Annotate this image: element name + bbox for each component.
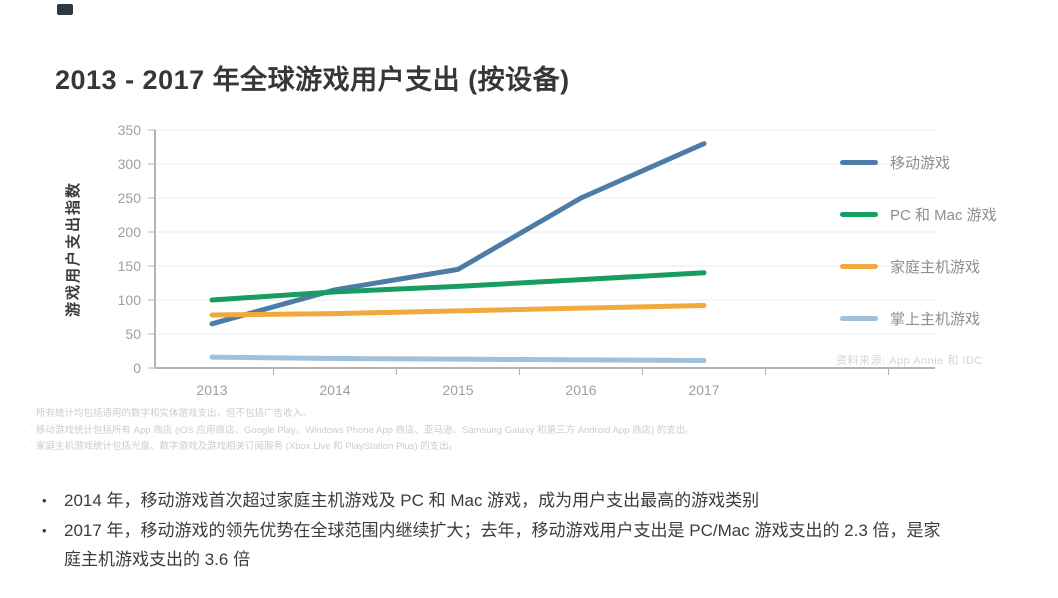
takeaway-item: 2014 年，移动游戏首次超过家庭主机游戏及 PC 和 Mac 游戏，成为用户支…: [38, 486, 953, 515]
source-note: 资料来源: App Annie 和 IDC: [836, 355, 983, 367]
y-tick-label: 150: [118, 258, 142, 274]
legend-label: 移动游戏: [890, 154, 951, 172]
series-line: [209, 302, 707, 318]
legend-swatch-icon: [840, 315, 878, 321]
legend-swatch-icon: [840, 159, 878, 165]
x-tick-label: 2014: [319, 382, 350, 398]
x-tick-label: 2015: [442, 382, 473, 398]
spending-line-chart: 0 50 100 150 200 250 300 350 2013 2014 2015 2016 201…: [64, 122, 935, 398]
series-line: [209, 270, 707, 303]
y-tick-label: 0: [133, 360, 141, 376]
legend-label: 掌上主机游戏: [890, 310, 981, 328]
y-tick-label: 350: [118, 122, 142, 138]
y-tick-label: 100: [118, 292, 142, 308]
footnote-list: 所有统计均包括适用的数字和实体游戏支出，但不包括广告收入。移动游戏统计包括所有 …: [22, 406, 1032, 456]
series-line: [209, 141, 707, 327]
footnote-item: 移动游戏统计包括所有 App 商店 (iOS 应用商店、Google Play、…: [22, 423, 1032, 440]
legend-swatch-icon: [840, 263, 878, 269]
x-tick-label: 2016: [565, 382, 596, 398]
footnote-item: 所有统计均包括适用的数字和实体游戏支出，但不包括广告收入。: [22, 406, 1032, 423]
y-tick-label: 300: [118, 156, 142, 172]
legend-item: PC 和 Mac 游戏: [840, 202, 997, 226]
legend-item: 家庭主机游戏: [840, 254, 997, 278]
y-tick-label: 50: [125, 326, 141, 342]
legend-label: 家庭主机游戏: [890, 258, 981, 276]
legend-swatch-icon: [840, 211, 878, 217]
footnote-item: 家庭主机游戏统计包括光盘、数字游戏及游戏相关订阅服务 (Xbox Live 和 …: [22, 439, 1032, 456]
y-tick-label: 200: [118, 224, 142, 240]
takeaway-item: 2017 年，移动游戏的领先优势在全球范围内继续扩大；去年，移动游戏用户支出是 …: [38, 516, 953, 574]
y-tick-label: 250: [118, 190, 142, 206]
page-title: 2013 - 2017 年全球游戏用户支出 (按设备): [55, 65, 570, 95]
series-line: [209, 354, 707, 364]
chart-legend: 移动游戏 PC 和 Mac 游戏 家庭主机游戏 掌上主机游戏: [840, 150, 997, 330]
takeaway-list: 2014 年，移动游戏首次超过家庭主机游戏及 PC 和 Mac 游戏，成为用户支…: [38, 486, 953, 575]
legend-item: 掌上主机游戏: [840, 306, 997, 330]
y-axis-title: 游戏用户支出指数: [64, 181, 82, 317]
legend-item: 移动游戏: [840, 150, 997, 174]
legend-label: PC 和 Mac 游戏: [890, 206, 997, 224]
corner-artifact: [57, 4, 73, 15]
x-tick-label: 2017: [688, 382, 719, 398]
x-tick-label: 2013: [196, 382, 227, 398]
